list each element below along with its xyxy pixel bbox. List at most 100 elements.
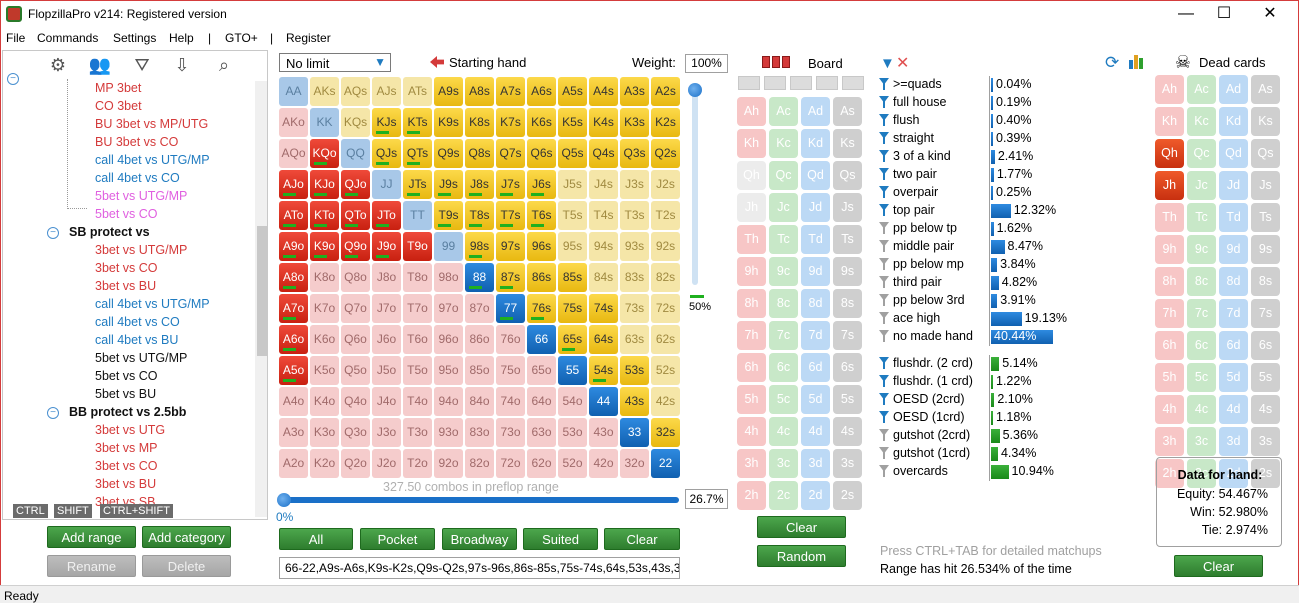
hand-cell-T5s[interactable]: T5s [558, 201, 587, 230]
tree-range-item[interactable]: call 4bet vs UTG/MP [95, 297, 210, 311]
range-slider-knob[interactable] [277, 493, 291, 507]
hand-cell-T7o[interactable]: T7o [403, 294, 432, 323]
dead-card-8s[interactable]: 8s [1251, 267, 1280, 296]
hand-cell-TT[interactable]: TT [403, 201, 432, 230]
hand-cell-T6o[interactable]: T6o [403, 325, 432, 354]
board-card-8h[interactable]: 8h [737, 289, 766, 318]
hand-cell-J3s[interactable]: J3s [620, 170, 649, 199]
weight-slider-track[interactable] [692, 85, 698, 285]
hand-cell-Q6o[interactable]: Q6o [341, 325, 370, 354]
hand-cell-Q4s[interactable]: Q4s [589, 139, 618, 168]
tree-range-item[interactable]: 3bet vs BU [95, 477, 157, 491]
hand-cell-A5o[interactable]: A5o [279, 356, 308, 385]
hand-cell-AQo[interactable]: AQo [279, 139, 308, 168]
stat-row[interactable]: no made hand 40.44% [879, 328, 1079, 346]
hand-cell-T3s[interactable]: T3s [620, 201, 649, 230]
tree-range-item[interactable]: call 4bet vs BU [95, 333, 179, 347]
hand-cell-K5o[interactable]: K5o [310, 356, 339, 385]
dead-card-2h[interactable]: 2h [1155, 459, 1184, 488]
import-icon[interactable]: ⇩ [174, 55, 190, 75]
dead-card-5d[interactable]: 5d [1219, 363, 1248, 392]
hand-cell-A6s[interactable]: A6s [527, 77, 556, 106]
board-card-7c[interactable]: 7c [769, 321, 798, 350]
hand-cell-62s[interactable]: 62s [651, 325, 680, 354]
filter-funnel-icon[interactable] [879, 330, 889, 342]
users-icon[interactable]: 👥 [88, 55, 112, 75]
hand-cell-K8s[interactable]: K8s [465, 108, 494, 137]
weight-slider-knob[interactable] [688, 83, 702, 97]
board-card-Ac[interactable]: Ac [769, 97, 798, 126]
dead-card-Ad[interactable]: Ad [1219, 75, 1248, 104]
hand-cell-QTs[interactable]: QTs [403, 139, 432, 168]
dead-card-Qd[interactable]: Qd [1219, 139, 1248, 168]
collapse-icon[interactable]: − [47, 407, 59, 419]
filter-funnel-icon[interactable] [879, 357, 889, 369]
hand-cell-Q8o[interactable]: Q8o [341, 263, 370, 292]
board-slot[interactable] [764, 76, 786, 90]
hand-cell-64o[interactable]: 64o [527, 387, 556, 416]
board-card-3s[interactable]: 3s [833, 449, 862, 478]
hand-cell-82s[interactable]: 82s [651, 263, 680, 292]
board-card-2d[interactable]: 2d [801, 481, 830, 510]
hand-cell-A8o[interactable]: A8o [279, 263, 308, 292]
hand-cell-87s[interactable]: 87s [496, 263, 525, 292]
hand-cell-76s[interactable]: 76s [527, 294, 556, 323]
hand-cell-Q8s[interactable]: Q8s [465, 139, 494, 168]
hand-cell-K9o[interactable]: K9o [310, 232, 339, 261]
filter-funnel-icon[interactable] [879, 222, 889, 234]
all-button[interactable]: All [279, 528, 353, 550]
hand-cell-96s[interactable]: 96s [527, 232, 556, 261]
range-text-input[interactable]: 66-22,A9s-A6s,K9s-K2s,Q9s-Q2s,97s-96s,86… [279, 557, 680, 579]
board-card-5d[interactable]: 5d [801, 385, 830, 414]
filter-funnel-icon[interactable] [879, 411, 889, 423]
hand-cell-K2s[interactable]: K2s [651, 108, 680, 137]
stat-row[interactable]: gutshot (2crd) 5.36% [879, 427, 1079, 445]
board-card-Kc[interactable]: Kc [769, 129, 798, 158]
tree-range-item[interactable]: 3bet vs UTG [95, 423, 166, 437]
tree-range-item[interactable]: 3bet vs CO [95, 261, 158, 275]
board-card-5s[interactable]: 5s [833, 385, 862, 414]
filter-add-icon[interactable]: ⛛ [134, 55, 150, 75]
hand-cell-84o[interactable]: 84o [465, 387, 494, 416]
tree-range-item[interactable]: 3bet vs BU [95, 279, 157, 293]
dead-card-7d[interactable]: 7d [1219, 299, 1248, 328]
hand-cell-K8o[interactable]: K8o [310, 263, 339, 292]
stat-row[interactable]: OESD (1crd) 1.18% [879, 409, 1079, 427]
filter-funnel-icon[interactable] [879, 150, 889, 162]
hand-cell-J6o[interactable]: J6o [372, 325, 401, 354]
hand-cell-72s[interactable]: 72s [651, 294, 680, 323]
filter-icon[interactable]: ▼ [880, 55, 895, 72]
weight-input[interactable]: 100% [685, 54, 728, 73]
tree-category[interactable]: BB protect vs 2.5bb [69, 405, 187, 419]
dead-card-8h[interactable]: 8h [1155, 267, 1184, 296]
stat-row[interactable]: flushdr. (2 crd) 5.14% [879, 355, 1079, 373]
tree-category[interactable]: SB protect vs [69, 225, 150, 239]
hand-cell-95s[interactable]: 95s [558, 232, 587, 261]
stat-row[interactable]: full house 0.19% [879, 94, 1079, 112]
tree-range-item[interactable]: 5bet vs UTG/MP [95, 189, 188, 203]
dead-card-Jd[interactable]: Jd [1219, 171, 1248, 200]
dead-card-6c[interactable]: 6c [1187, 331, 1216, 360]
hand-cell-93o[interactable]: 93o [434, 418, 463, 447]
hand-cell-83s[interactable]: 83s [620, 263, 649, 292]
board-card-3h[interactable]: 3h [737, 449, 766, 478]
dead-card-Tc[interactable]: Tc [1187, 203, 1216, 232]
menu-help[interactable]: Help [169, 31, 194, 45]
hand-cell-T2o[interactable]: T2o [403, 449, 432, 478]
hand-cell-98s[interactable]: 98s [465, 232, 494, 261]
stat-row[interactable]: middle pair 8.47% [879, 238, 1079, 256]
filter-funnel-icon[interactable] [879, 96, 889, 108]
dead-card-Js[interactable]: Js [1251, 171, 1280, 200]
board-card-3d[interactable]: 3d [801, 449, 830, 478]
hand-cell-92s[interactable]: 92s [651, 232, 680, 261]
board-card-Qd[interactable]: Qd [801, 161, 830, 190]
board-card-5h[interactable]: 5h [737, 385, 766, 414]
hand-cell-T2s[interactable]: T2s [651, 201, 680, 230]
hand-cell-T3o[interactable]: T3o [403, 418, 432, 447]
dead-card-Qs[interactable]: Qs [1251, 139, 1280, 168]
board-card-4s[interactable]: 4s [833, 417, 862, 446]
hand-cell-J8s[interactable]: J8s [465, 170, 494, 199]
board-card-4d[interactable]: 4d [801, 417, 830, 446]
stat-row[interactable]: flushdr. (1 crd) 1.22% [879, 373, 1079, 391]
stat-row[interactable]: top pair 12.32% [879, 202, 1079, 220]
